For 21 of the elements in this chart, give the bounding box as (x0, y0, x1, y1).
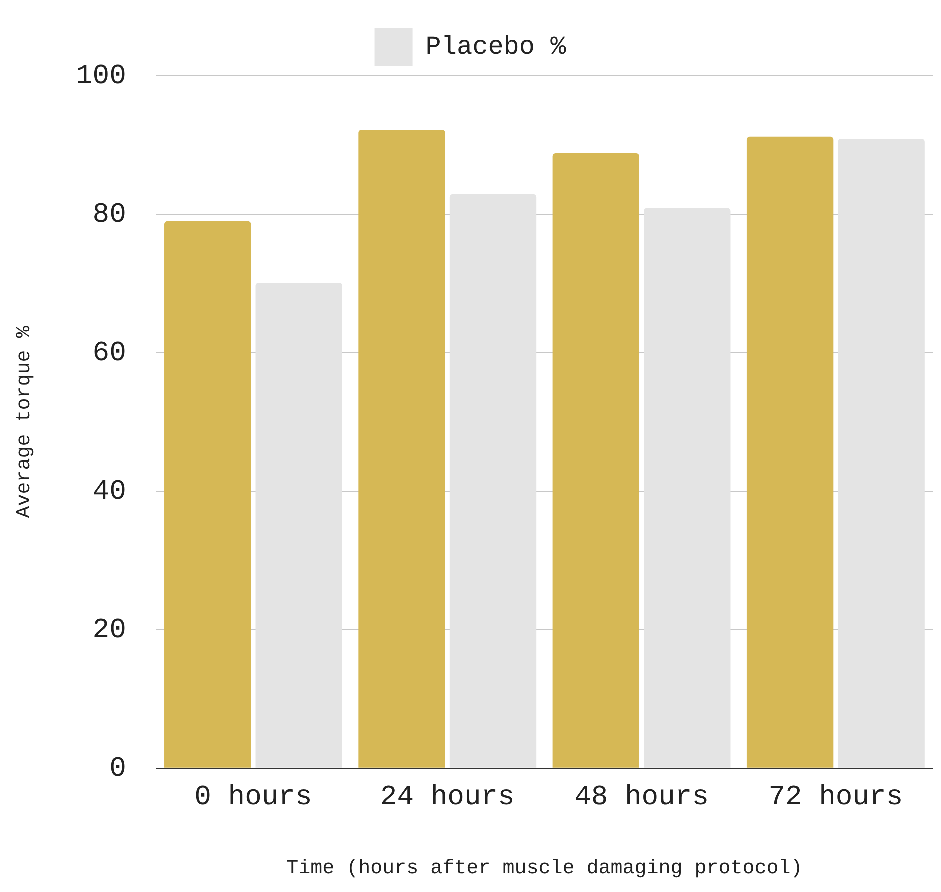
y-tick-label: 60 (92, 338, 126, 370)
y-tick-label: 100 (76, 61, 126, 92)
y-tick-label: 20 (92, 615, 126, 646)
legend-label: Placebo % (426, 32, 567, 62)
bar (746, 136, 834, 768)
x-axis-title: Time (hours after muscle damaging protocol) (286, 857, 803, 880)
x-tick-label: 24 hours (380, 782, 515, 814)
bar (450, 194, 537, 768)
x-tick-label: 0 hours (194, 782, 312, 814)
bar (552, 154, 640, 768)
x-tick-label: 48 hours (574, 782, 709, 814)
y-tick-label: 40 (92, 476, 126, 508)
bar (838, 139, 925, 768)
bar (256, 283, 342, 768)
y-tick-label: 80 (92, 200, 126, 231)
x-tick-label: 72 hours (768, 782, 904, 814)
y-axis-title: Average torque % (13, 325, 36, 518)
bar (358, 130, 446, 768)
y-tick-label: 0 (110, 754, 126, 785)
bar (164, 221, 252, 768)
bar (644, 208, 731, 768)
